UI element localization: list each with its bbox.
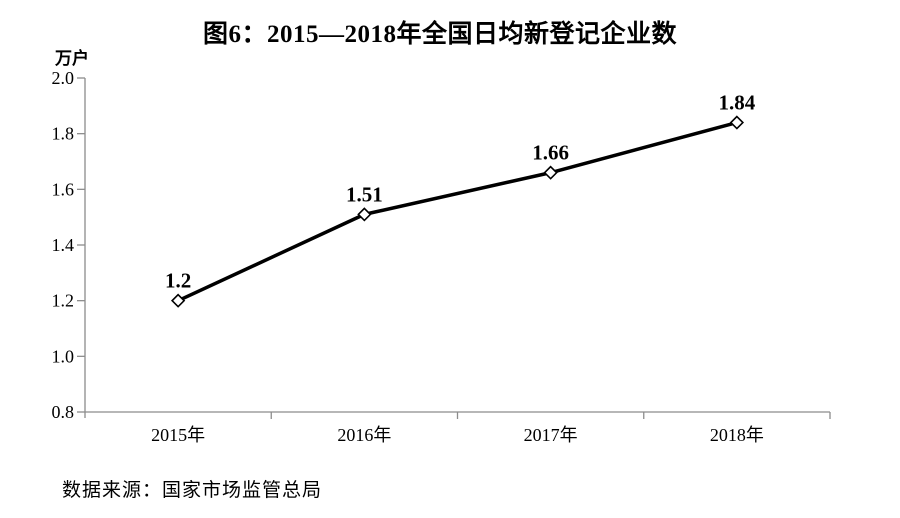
y-axis-tick-label: 2.0 (52, 68, 75, 88)
y-axis-tick-label: 0.8 (52, 402, 75, 422)
x-axis-tick-label: 2017年 (524, 425, 578, 445)
x-axis-tick-label: 2015年 (151, 425, 205, 445)
chart-title: 图6：2015—2018年全国日均新登记企业数 (202, 21, 677, 48)
data-source-note: 数据来源：国家市场监管总局 (62, 480, 323, 501)
data-point-marker (543, 165, 558, 180)
y-axis-tick-label: 1.4 (52, 235, 75, 255)
x-axis-tick-label: 2016年 (337, 425, 391, 445)
data-point-marker (729, 115, 745, 130)
data-point-label: 1.2 (165, 269, 191, 293)
data-point-label: 1.84 (719, 91, 756, 115)
x-axis-tick-label: 2018年 (710, 425, 764, 445)
data-point-marker (357, 207, 372, 222)
data-point-label: 1.51 (346, 182, 383, 206)
y-axis-tick-label: 1.0 (52, 346, 75, 366)
y-axis-unit-label: 万户 (55, 49, 89, 68)
data-line (176, 120, 739, 303)
data-point-label: 1.66 (532, 141, 569, 165)
data-point-marker (170, 293, 186, 308)
y-axis-tick-label: 1.8 (52, 124, 75, 144)
y-axis-tick-label: 1.2 (52, 291, 75, 311)
y-axis-tick-label: 1.6 (52, 179, 75, 199)
